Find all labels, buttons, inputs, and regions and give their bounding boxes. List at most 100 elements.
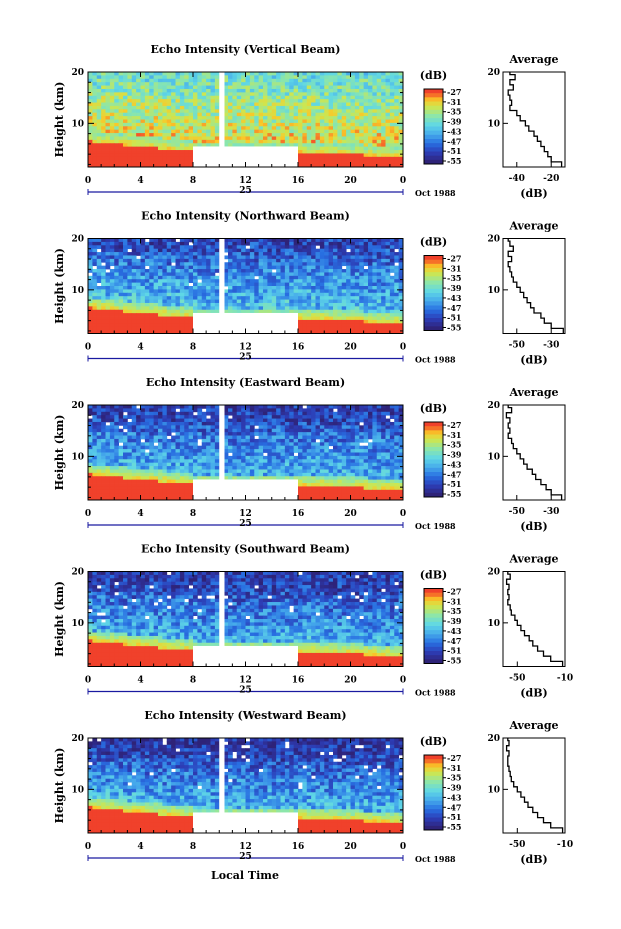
heatmap-cell: [337, 255, 343, 260]
heatmap-cell: [127, 139, 133, 144]
panel-2: Echo Intensity (Northward Beam)0 4 8 12 16 20…: [53, 210, 566, 367]
heatmap-cell: [263, 105, 268, 110]
heatmap-cell: [258, 411, 264, 416]
heatmap-cell: [280, 265, 286, 270]
heatmap-cell: [153, 163, 159, 168]
heatmap-cell: [258, 143, 264, 148]
heatmap-cell: [319, 75, 325, 80]
heatmap-cell: [184, 425, 190, 430]
heatmap-cell: [123, 326, 128, 331]
heatmap-cell: [232, 418, 238, 423]
heatmap-cell: [368, 85, 373, 90]
heatmap-cell: [381, 326, 386, 331]
heatmap-cell: [289, 143, 295, 148]
heatmap-cell: [328, 92, 334, 97]
heatmap-cell: [341, 330, 347, 334]
heatmap-cell: [223, 435, 229, 440]
heatmap-cell: [162, 415, 168, 419]
heatmap-cell: [188, 408, 194, 413]
heatmap-cell: [162, 296, 168, 300]
heatmap-cell: [158, 112, 163, 117]
heatmap-cell: [328, 255, 334, 260]
heatmap-cell: [105, 330, 111, 334]
heatmap-cell: [140, 258, 146, 263]
heatmap-cell: [92, 156, 98, 161]
heatmap-cell: [92, 309, 98, 314]
heatmap-cell: [96, 319, 102, 324]
heatmap-cell: [105, 85, 111, 90]
heatmap-cell: [179, 302, 185, 307]
heatmap-cell: [324, 72, 330, 76]
heatmap-cell: [223, 139, 229, 144]
heatmap-cell: [333, 289, 338, 294]
heatmap-cell: [158, 241, 163, 246]
heatmap-cell: [179, 156, 185, 161]
heatmap-cell: [258, 286, 264, 290]
heatmap-cell: [236, 248, 242, 253]
heatmap-cell: [88, 248, 93, 253]
heatmap-cell: [249, 415, 255, 419]
heatmap-cell: [88, 88, 93, 93]
heatmap-cell: [114, 238, 120, 243]
heatmap-cell: [88, 313, 93, 317]
heatmap-cell: [153, 122, 159, 127]
heatmap-cell: [249, 92, 255, 97]
heatmap-cell: [328, 116, 334, 120]
heatmap-cell: [350, 269, 356, 273]
heatmap-cell: [306, 122, 312, 127]
heatmap-cell: [381, 129, 386, 134]
heatmap-cell: [105, 272, 111, 277]
heatmap-cell: [315, 286, 321, 290]
heatmap-cell: [153, 143, 159, 148]
heatmap-cell: [171, 241, 176, 246]
heatmap-cell: [162, 153, 168, 158]
heatmap-cell: [188, 405, 194, 409]
heatmap-cell: [210, 126, 216, 131]
heatmap-cell: [105, 82, 111, 86]
heatmap-cell: [254, 136, 260, 141]
heatmap-cell: [232, 129, 238, 134]
heatmap-cell: [123, 105, 128, 110]
heatmap-cell: [398, 156, 404, 161]
heatmap-cell: [171, 136, 176, 141]
heatmap-cell: [298, 248, 303, 253]
heatmap-cell: [175, 143, 181, 148]
heatmap-cell: [389, 292, 395, 297]
heatmap-cell: [394, 160, 400, 164]
heatmap-cell: [381, 302, 386, 307]
heatmap-cell: [354, 85, 360, 90]
heatmap-cell: [289, 109, 295, 114]
heatmap-cell: [136, 156, 141, 161]
heatmap-cell: [241, 116, 246, 120]
heatmap-cell: [376, 85, 382, 90]
heatmap-cell: [368, 82, 373, 86]
heatmap-cell: [254, 72, 260, 76]
heatmap-cell: [389, 302, 395, 307]
heatmap-cell: [306, 143, 312, 148]
heatmap-cell: [144, 133, 150, 137]
heatmap-cell: [136, 126, 141, 131]
heatmap-cell: [175, 122, 181, 127]
heatmap-cell: [346, 323, 351, 328]
heatmap-cell: [284, 435, 290, 440]
heatmap-cell: [105, 153, 111, 158]
colorbar-swatch: [424, 134, 443, 140]
heatmap-cell: [394, 72, 400, 76]
heatmap-cell: [144, 126, 150, 131]
heatmap-cell: [214, 72, 220, 76]
heatmap-cell: [319, 258, 325, 263]
heatmap-cell: [398, 269, 404, 273]
heatmap-cell: [188, 156, 194, 161]
heatmap-cell: [109, 102, 115, 107]
heatmap-cell: [389, 112, 395, 117]
heatmap-cell: [263, 265, 268, 270]
heatmap-cell: [311, 116, 316, 120]
heatmap-cell: [162, 319, 168, 324]
heatmap-cell: [298, 265, 303, 270]
heatmap-cell: [162, 306, 168, 311]
heatmap-cell: [263, 255, 268, 260]
heatmap-cell: [193, 262, 198, 267]
heatmap-cell: [210, 272, 216, 277]
heatmap-cell: [306, 75, 312, 80]
heatmap-cell: [153, 102, 159, 107]
